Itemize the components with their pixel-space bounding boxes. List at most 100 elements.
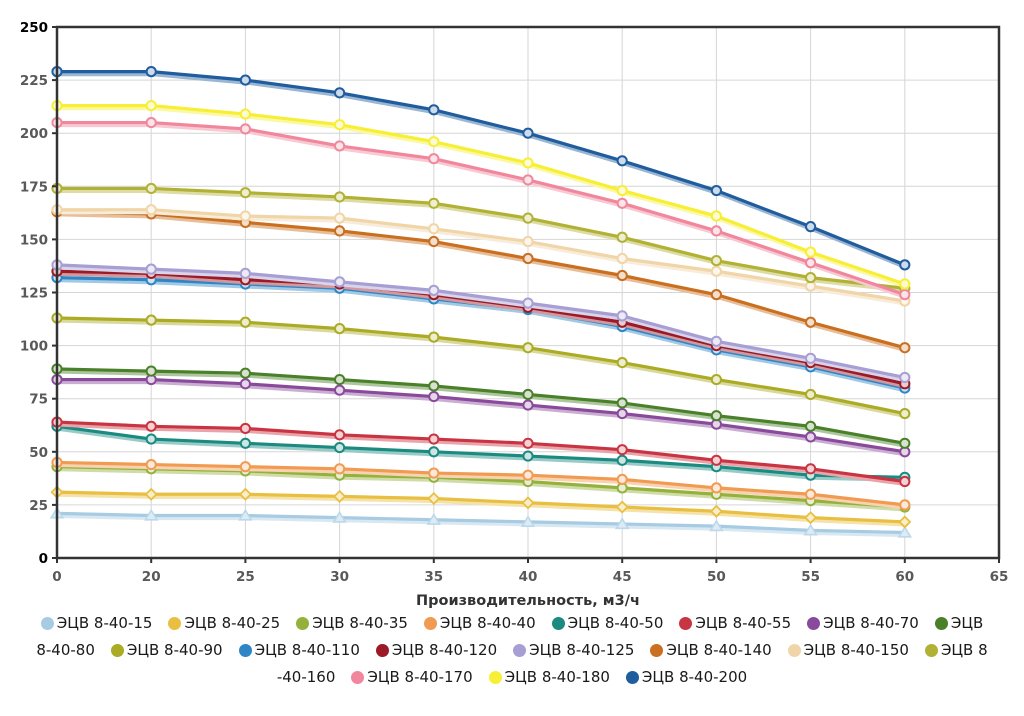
- series-marker-circle: [239, 74, 251, 86]
- series-line: [55, 316, 907, 416]
- legend-item[interactable]: ЭЦВ 8-40-15: [40, 614, 152, 632]
- series-marker-circle: [522, 252, 534, 265]
- series-line: [55, 186, 907, 290]
- y-tick-label: 0: [39, 551, 48, 567]
- series-marker-circle: [710, 373, 723, 386]
- series-line: [55, 377, 907, 454]
- legend-item[interactable]: ЭЦВ 8-40-180: [488, 668, 610, 686]
- legend-item-label: ЭЦВ 8-40-90: [126, 641, 223, 659]
- y-tick-label: 225: [20, 73, 48, 89]
- legend-item[interactable]: ЭЦВ 8-40-170: [351, 668, 473, 686]
- legend-item[interactable]: ЭЦВ 8-40-70: [807, 614, 919, 632]
- series-line-shadow: [56, 73, 908, 270]
- series-line: [55, 511, 907, 535]
- x-tick-label: 65: [990, 569, 1009, 585]
- legend-item[interactable]: ЭЦВ 8-40-50: [551, 614, 663, 632]
- x-tick-label: 40: [519, 569, 538, 585]
- series-marker-circle: [616, 356, 628, 369]
- legend-swatch-icon: [787, 643, 801, 657]
- legend-item-label: ЭЦВ 8-40-140: [666, 641, 772, 659]
- series-marker-circle: [805, 488, 817, 500]
- series-line-shadow: [56, 468, 908, 512]
- y-tick-label: 150: [20, 232, 48, 248]
- legend-swatch-icon: [375, 643, 389, 657]
- legend-swatch-icon: [513, 643, 527, 657]
- series-marker-circle: [334, 87, 346, 99]
- series-marker-circle: [239, 367, 251, 379]
- series-marker-circle: [710, 265, 723, 277]
- series-line-shadow: [56, 319, 908, 419]
- series-marker-circle: [239, 316, 251, 328]
- series-marker-circle: [428, 446, 440, 458]
- legend-item-label: ЭЦВ 8-40-110: [254, 641, 360, 659]
- series-marker-circle: [145, 365, 157, 377]
- series-marker-circle: [522, 399, 534, 411]
- series-marker-circle: [522, 469, 534, 481]
- series-marker-circle: [334, 384, 346, 396]
- series-line: [55, 420, 907, 484]
- series-line-shadow: [56, 272, 908, 389]
- series-marker-circle: [239, 187, 251, 199]
- series-marker-diamond: [898, 515, 912, 529]
- legend-item[interactable]: ЭЦВ 8-40-120: [375, 641, 497, 659]
- series-marker-circle: [710, 225, 723, 237]
- legend-item[interactable]: ЭЦВ 8-40-125: [513, 641, 634, 659]
- legend-item[interactable]: ЭЦВ 8-40-150: [787, 641, 909, 659]
- series-marker-circle: [899, 437, 911, 449]
- series-marker-triangle: [332, 510, 347, 523]
- legend-row: -40-160 ЭЦВ 8-40-170 ЭЦВ 8-40-180 ЭЦВ 8-40-…: [269, 668, 755, 686]
- series-marker-circle: [616, 197, 628, 209]
- series-marker-circle: [145, 66, 157, 78]
- series-marker-circle: [616, 454, 628, 466]
- series-marker-triangle: [614, 517, 630, 530]
- series-marker-circle: [616, 444, 628, 456]
- series-marker-circle: [616, 155, 628, 167]
- legend-item-label: ЭЦВ 8-40-35: [312, 614, 408, 632]
- series-marker-circle: [899, 342, 911, 354]
- legend-item[interactable]: ЭЦВ 8-40-35: [296, 614, 408, 632]
- series-marker-triangle: [520, 515, 536, 527]
- series-line-shadow: [56, 213, 908, 353]
- series-marker-circle: [428, 153, 440, 165]
- legend-item[interactable]: ЭЦВ 8-40-110: [238, 641, 360, 659]
- legend-swatch-icon: [238, 643, 252, 657]
- series-marker-circle: [334, 119, 346, 131]
- legend-item[interactable]: ЭЦВ 8-40-25: [168, 614, 280, 632]
- legend-item[interactable]: ЭЦВ 8-40-90: [110, 641, 223, 659]
- legend-swatch-icon: [924, 643, 938, 657]
- legend-item[interactable]: -40-160: [277, 668, 336, 686]
- series-marker-circle: [805, 420, 817, 432]
- series-marker-circle: [710, 289, 723, 301]
- legend-swatch-icon: [110, 643, 124, 657]
- series-marker-circle: [616, 184, 628, 197]
- series-marker-circle: [710, 482, 723, 494]
- series-marker-circle: [145, 420, 157, 432]
- series-line: [55, 269, 907, 386]
- legend-item[interactable]: ЭЦВ 8-40-40: [423, 614, 536, 632]
- legend-item[interactable]: ЭЦВ 8-40-200: [625, 668, 747, 686]
- legend-item[interactable]: ЭЦВ 8: [924, 641, 988, 659]
- legend-swatch-icon: [351, 670, 365, 684]
- series-line-shadow: [56, 423, 908, 487]
- legend-row: ЭЦВ 8-40-15 ЭЦВ 8-40-25 ЭЦВ 8-40-35 ЭЦВ 8-4…: [33, 614, 992, 632]
- legend-item-label: ЭЦВ: [950, 614, 984, 632]
- legend-item[interactable]: ЭЦВ 8-40-55: [679, 614, 791, 632]
- series-marker-circle: [239, 461, 251, 473]
- series-marker-circle: [239, 437, 251, 449]
- series-marker-circle: [428, 104, 440, 116]
- legend-swatch-icon: [807, 616, 821, 630]
- series-marker-diamond: [521, 496, 535, 510]
- legend-item[interactable]: 8-40-80: [36, 641, 95, 659]
- legend-item[interactable]: ЭЦВ: [934, 614, 984, 632]
- series-marker-circle: [428, 467, 440, 479]
- legend-item-label: ЭЦВ 8-40-180: [504, 668, 610, 686]
- series-marker-circle: [239, 378, 251, 390]
- series-line: [55, 103, 907, 286]
- x-tick-label: 55: [801, 569, 820, 585]
- series-marker-circle: [145, 433, 157, 445]
- series-line-shadow: [56, 189, 908, 293]
- series-marker-diamond: [333, 489, 347, 503]
- series-marker-circle: [899, 259, 911, 271]
- legend-item[interactable]: ЭЦВ 8-40-140: [650, 641, 772, 659]
- series-marker-triangle: [426, 513, 442, 525]
